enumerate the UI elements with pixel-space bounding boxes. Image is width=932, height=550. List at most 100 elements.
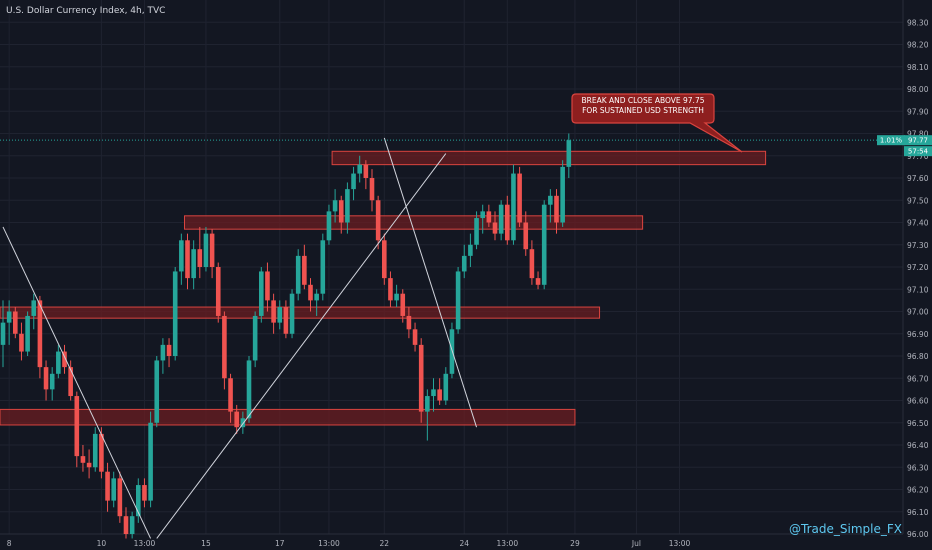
y-tick-label: 98.20 bbox=[907, 41, 929, 50]
candle-body bbox=[382, 240, 387, 279]
candle-body bbox=[468, 244, 473, 256]
x-tick-label: 13:00 bbox=[496, 539, 518, 548]
x-tick-label: 13:00 bbox=[318, 539, 340, 548]
y-tick-label: 96.90 bbox=[907, 330, 929, 339]
candle-body bbox=[222, 315, 227, 379]
y-tick-label: 96.80 bbox=[907, 352, 929, 361]
y-tick-label: 97.60 bbox=[907, 174, 929, 183]
candle-body bbox=[74, 396, 80, 457]
candle-body bbox=[320, 240, 326, 294]
candle-body bbox=[566, 140, 572, 167]
candle-body bbox=[209, 233, 215, 267]
candle-body bbox=[492, 222, 498, 234]
candle-body bbox=[62, 351, 67, 368]
candle-body bbox=[523, 222, 529, 250]
y-tick-label: 97.00 bbox=[907, 308, 929, 317]
candle-body bbox=[49, 373, 55, 390]
y-tick-label: 96.10 bbox=[907, 508, 929, 517]
candle-body bbox=[400, 293, 406, 316]
candle-body bbox=[443, 373, 449, 401]
annotation-text: BREAK AND CLOSE ABOVE 97.75 FOR SUSTAINE… bbox=[576, 96, 710, 116]
candle-body bbox=[314, 293, 319, 301]
candle-body bbox=[31, 300, 37, 316]
candle-body bbox=[228, 378, 233, 412]
candle-body bbox=[166, 344, 172, 356]
candle-body bbox=[117, 478, 123, 517]
candle-body bbox=[548, 195, 553, 205]
candle-body bbox=[302, 255, 307, 285]
candle-body bbox=[265, 271, 270, 301]
x-tick-label: 8 bbox=[7, 539, 12, 548]
candle-body bbox=[252, 315, 258, 361]
candle-body bbox=[234, 411, 239, 428]
y-tick-label: 97.30 bbox=[907, 241, 929, 250]
y-tick-label: 98.00 bbox=[907, 85, 929, 94]
candle-body bbox=[25, 315, 30, 352]
x-tick-label: 29 bbox=[570, 539, 580, 548]
support-resistance-zone bbox=[0, 306, 601, 319]
candle-body bbox=[357, 164, 362, 174]
candle-body bbox=[461, 255, 467, 272]
candle-body bbox=[129, 516, 135, 534]
candle-body bbox=[326, 211, 332, 241]
y-tick-label: 97.70 bbox=[907, 152, 929, 161]
candle-body bbox=[394, 293, 399, 301]
candle-body bbox=[412, 329, 418, 345]
x-tick-label: Jul bbox=[631, 539, 641, 548]
candle-body bbox=[541, 204, 547, 285]
candle-body bbox=[535, 278, 541, 285]
annotation-callout bbox=[571, 93, 743, 153]
y-tick-label: 97.80 bbox=[907, 130, 929, 139]
candle-body bbox=[172, 271, 178, 356]
y-tick-label: 96.20 bbox=[907, 486, 929, 495]
candle-body bbox=[197, 249, 203, 267]
candle-body bbox=[283, 307, 289, 334]
candle-body bbox=[99, 433, 104, 472]
y-tick-label: 97.20 bbox=[907, 263, 929, 272]
candle-body bbox=[437, 389, 442, 401]
candle-body bbox=[80, 456, 86, 463]
trendline bbox=[383, 137, 478, 428]
candle-body bbox=[19, 333, 24, 352]
candle-body bbox=[123, 516, 129, 534]
candle-body bbox=[246, 360, 252, 419]
candle-body bbox=[517, 173, 522, 223]
candle-body bbox=[375, 200, 381, 241]
y-tick-label: 96.60 bbox=[907, 397, 929, 406]
x-tick-label: 13:00 bbox=[134, 539, 156, 548]
candle-body bbox=[92, 433, 98, 468]
x-tick-label: 24 bbox=[459, 539, 469, 548]
chart-title: U.S. Dollar Currency Index, 4h, TVC bbox=[6, 6, 166, 16]
candle-body bbox=[505, 204, 510, 241]
candle-body bbox=[369, 178, 375, 201]
y-tick-label: 96.70 bbox=[907, 374, 929, 383]
candle-body bbox=[425, 396, 430, 412]
candle-body bbox=[486, 211, 492, 223]
last-price-tag bbox=[904, 135, 932, 146]
support-resistance-zone bbox=[331, 150, 767, 166]
candle-body bbox=[295, 255, 301, 294]
x-tick-label: 17 bbox=[275, 539, 285, 548]
candle-body bbox=[418, 344, 424, 412]
candle-body bbox=[56, 351, 61, 374]
candle-body bbox=[111, 478, 116, 501]
candle-body bbox=[148, 422, 153, 501]
candle-body bbox=[142, 485, 147, 501]
candle-body bbox=[406, 315, 412, 330]
y-tick-label: 96.00 bbox=[907, 530, 929, 539]
candle-body bbox=[308, 284, 313, 301]
candle-body bbox=[455, 271, 461, 330]
y-tick-label: 98.30 bbox=[907, 18, 929, 27]
y-tick-label: 96.30 bbox=[907, 463, 929, 472]
candle-body bbox=[529, 249, 535, 279]
candle-body bbox=[259, 271, 264, 316]
support-resistance-zone bbox=[184, 215, 644, 230]
y-tick-label: 97.90 bbox=[907, 107, 929, 116]
y-tick-label: 97.50 bbox=[907, 196, 929, 205]
candle-body bbox=[363, 164, 369, 178]
y-tick-label: 98.10 bbox=[907, 63, 929, 72]
annotation-line-2: FOR SUSTAINED USD STRENGTH bbox=[582, 106, 704, 115]
candle-body bbox=[185, 240, 190, 279]
y-tick-label: 96.50 bbox=[907, 419, 929, 428]
